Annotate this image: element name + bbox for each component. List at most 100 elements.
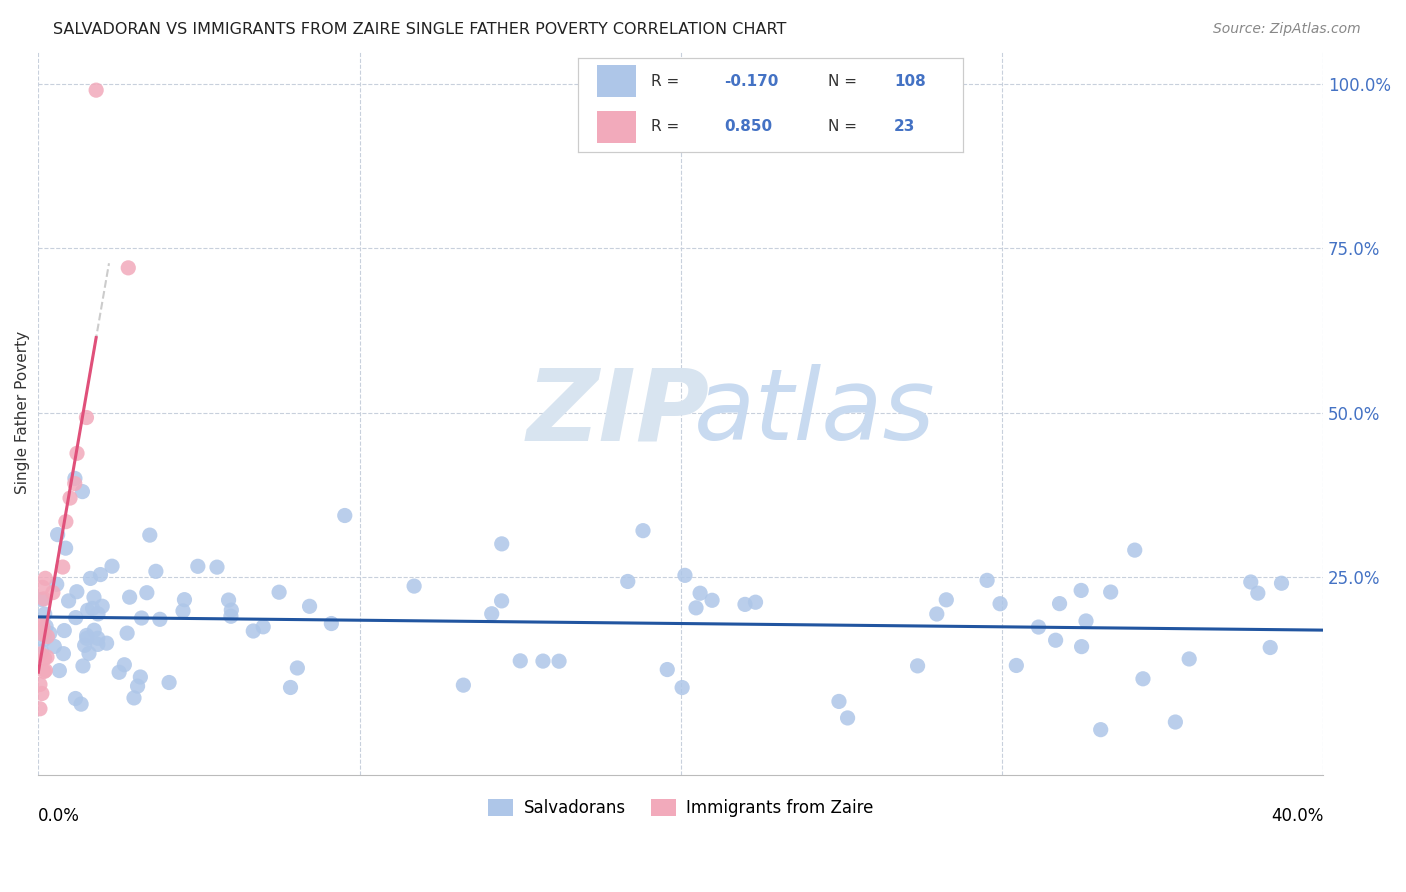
- Point: [48, 664, 70, 678]
- Point: [28, 702, 51, 716]
- Point: [65, 610, 87, 624]
- Point: [453, 678, 475, 692]
- Point: [149, 612, 172, 626]
- Point: [52, 560, 75, 574]
- Point: [117, 260, 139, 275]
- Point: [298, 599, 321, 614]
- Point: [689, 586, 711, 600]
- Point: [35, 619, 58, 633]
- Point: [59, 491, 82, 505]
- Point: [1028, 620, 1050, 634]
- Point: [321, 616, 343, 631]
- Point: [280, 681, 302, 695]
- Point: [145, 565, 167, 579]
- Point: [63, 471, 86, 485]
- Point: [744, 595, 766, 609]
- Point: [221, 603, 243, 617]
- Point: [404, 579, 426, 593]
- Point: [187, 559, 209, 574]
- Point: [218, 593, 240, 607]
- Point: [252, 620, 274, 634]
- Point: [31, 592, 53, 607]
- Point: [491, 537, 513, 551]
- Point: [1070, 583, 1092, 598]
- Point: [907, 658, 929, 673]
- Point: [1164, 714, 1187, 729]
- Point: [77, 646, 100, 660]
- Point: [548, 654, 571, 668]
- Point: [31, 580, 53, 594]
- Point: [700, 593, 723, 607]
- Point: [205, 560, 228, 574]
- Point: [28, 616, 51, 631]
- Point: [87, 632, 110, 646]
- Point: [52, 647, 75, 661]
- Point: [31, 627, 53, 641]
- Point: [925, 607, 948, 621]
- Point: [66, 446, 89, 460]
- Point: [82, 601, 104, 615]
- Point: [30, 647, 52, 661]
- Point: [34, 607, 56, 621]
- Point: [1070, 640, 1092, 654]
- Point: [83, 624, 105, 638]
- Point: [509, 654, 531, 668]
- Point: [1123, 543, 1146, 558]
- Point: [685, 600, 707, 615]
- Point: [1074, 614, 1097, 628]
- Point: [333, 508, 356, 523]
- Point: [1090, 723, 1112, 737]
- Point: [491, 594, 513, 608]
- Point: [118, 590, 141, 604]
- Point: [112, 657, 135, 672]
- Point: [55, 515, 77, 529]
- Point: [38, 626, 60, 640]
- Y-axis label: Single Father Poverty: Single Father Poverty: [15, 331, 30, 494]
- Point: [1258, 640, 1281, 655]
- Point: [89, 567, 111, 582]
- Point: [58, 594, 80, 608]
- Point: [37, 630, 59, 644]
- Point: [70, 697, 93, 711]
- Point: [45, 577, 67, 591]
- Point: [671, 681, 693, 695]
- Point: [1240, 574, 1263, 589]
- Point: [46, 527, 69, 541]
- Point: [76, 628, 98, 642]
- Point: [108, 665, 131, 680]
- Point: [1005, 658, 1028, 673]
- Point: [657, 663, 679, 677]
- Point: [139, 528, 162, 542]
- Point: [837, 711, 859, 725]
- Point: [44, 640, 66, 654]
- Point: [63, 476, 86, 491]
- Point: [87, 607, 110, 621]
- Point: [34, 651, 56, 665]
- Point: [87, 637, 110, 651]
- Point: [617, 574, 640, 589]
- Point: [53, 624, 76, 638]
- Point: [101, 559, 124, 574]
- Point: [31, 644, 53, 658]
- Point: [115, 626, 138, 640]
- Point: [269, 585, 291, 599]
- Point: [1049, 597, 1071, 611]
- Point: [172, 604, 194, 618]
- Text: atlas: atlas: [693, 364, 935, 461]
- Point: [55, 541, 77, 556]
- Point: [91, 599, 114, 614]
- Point: [32, 591, 55, 606]
- Text: SALVADORAN VS IMMIGRANTS FROM ZAIRE SINGLE FATHER POVERTY CORRELATION CHART: SALVADORAN VS IMMIGRANTS FROM ZAIRE SING…: [53, 22, 787, 37]
- Point: [1045, 633, 1067, 648]
- Point: [32, 632, 55, 647]
- Legend: Salvadorans, Immigrants from Zaire: Salvadorans, Immigrants from Zaire: [482, 793, 880, 824]
- Point: [122, 690, 145, 705]
- Point: [673, 568, 696, 582]
- Point: [79, 571, 101, 585]
- Point: [135, 585, 157, 599]
- Point: [72, 484, 94, 499]
- Point: [83, 591, 105, 605]
- Point: [75, 410, 97, 425]
- Point: [219, 609, 242, 624]
- Text: 40.0%: 40.0%: [1271, 807, 1323, 825]
